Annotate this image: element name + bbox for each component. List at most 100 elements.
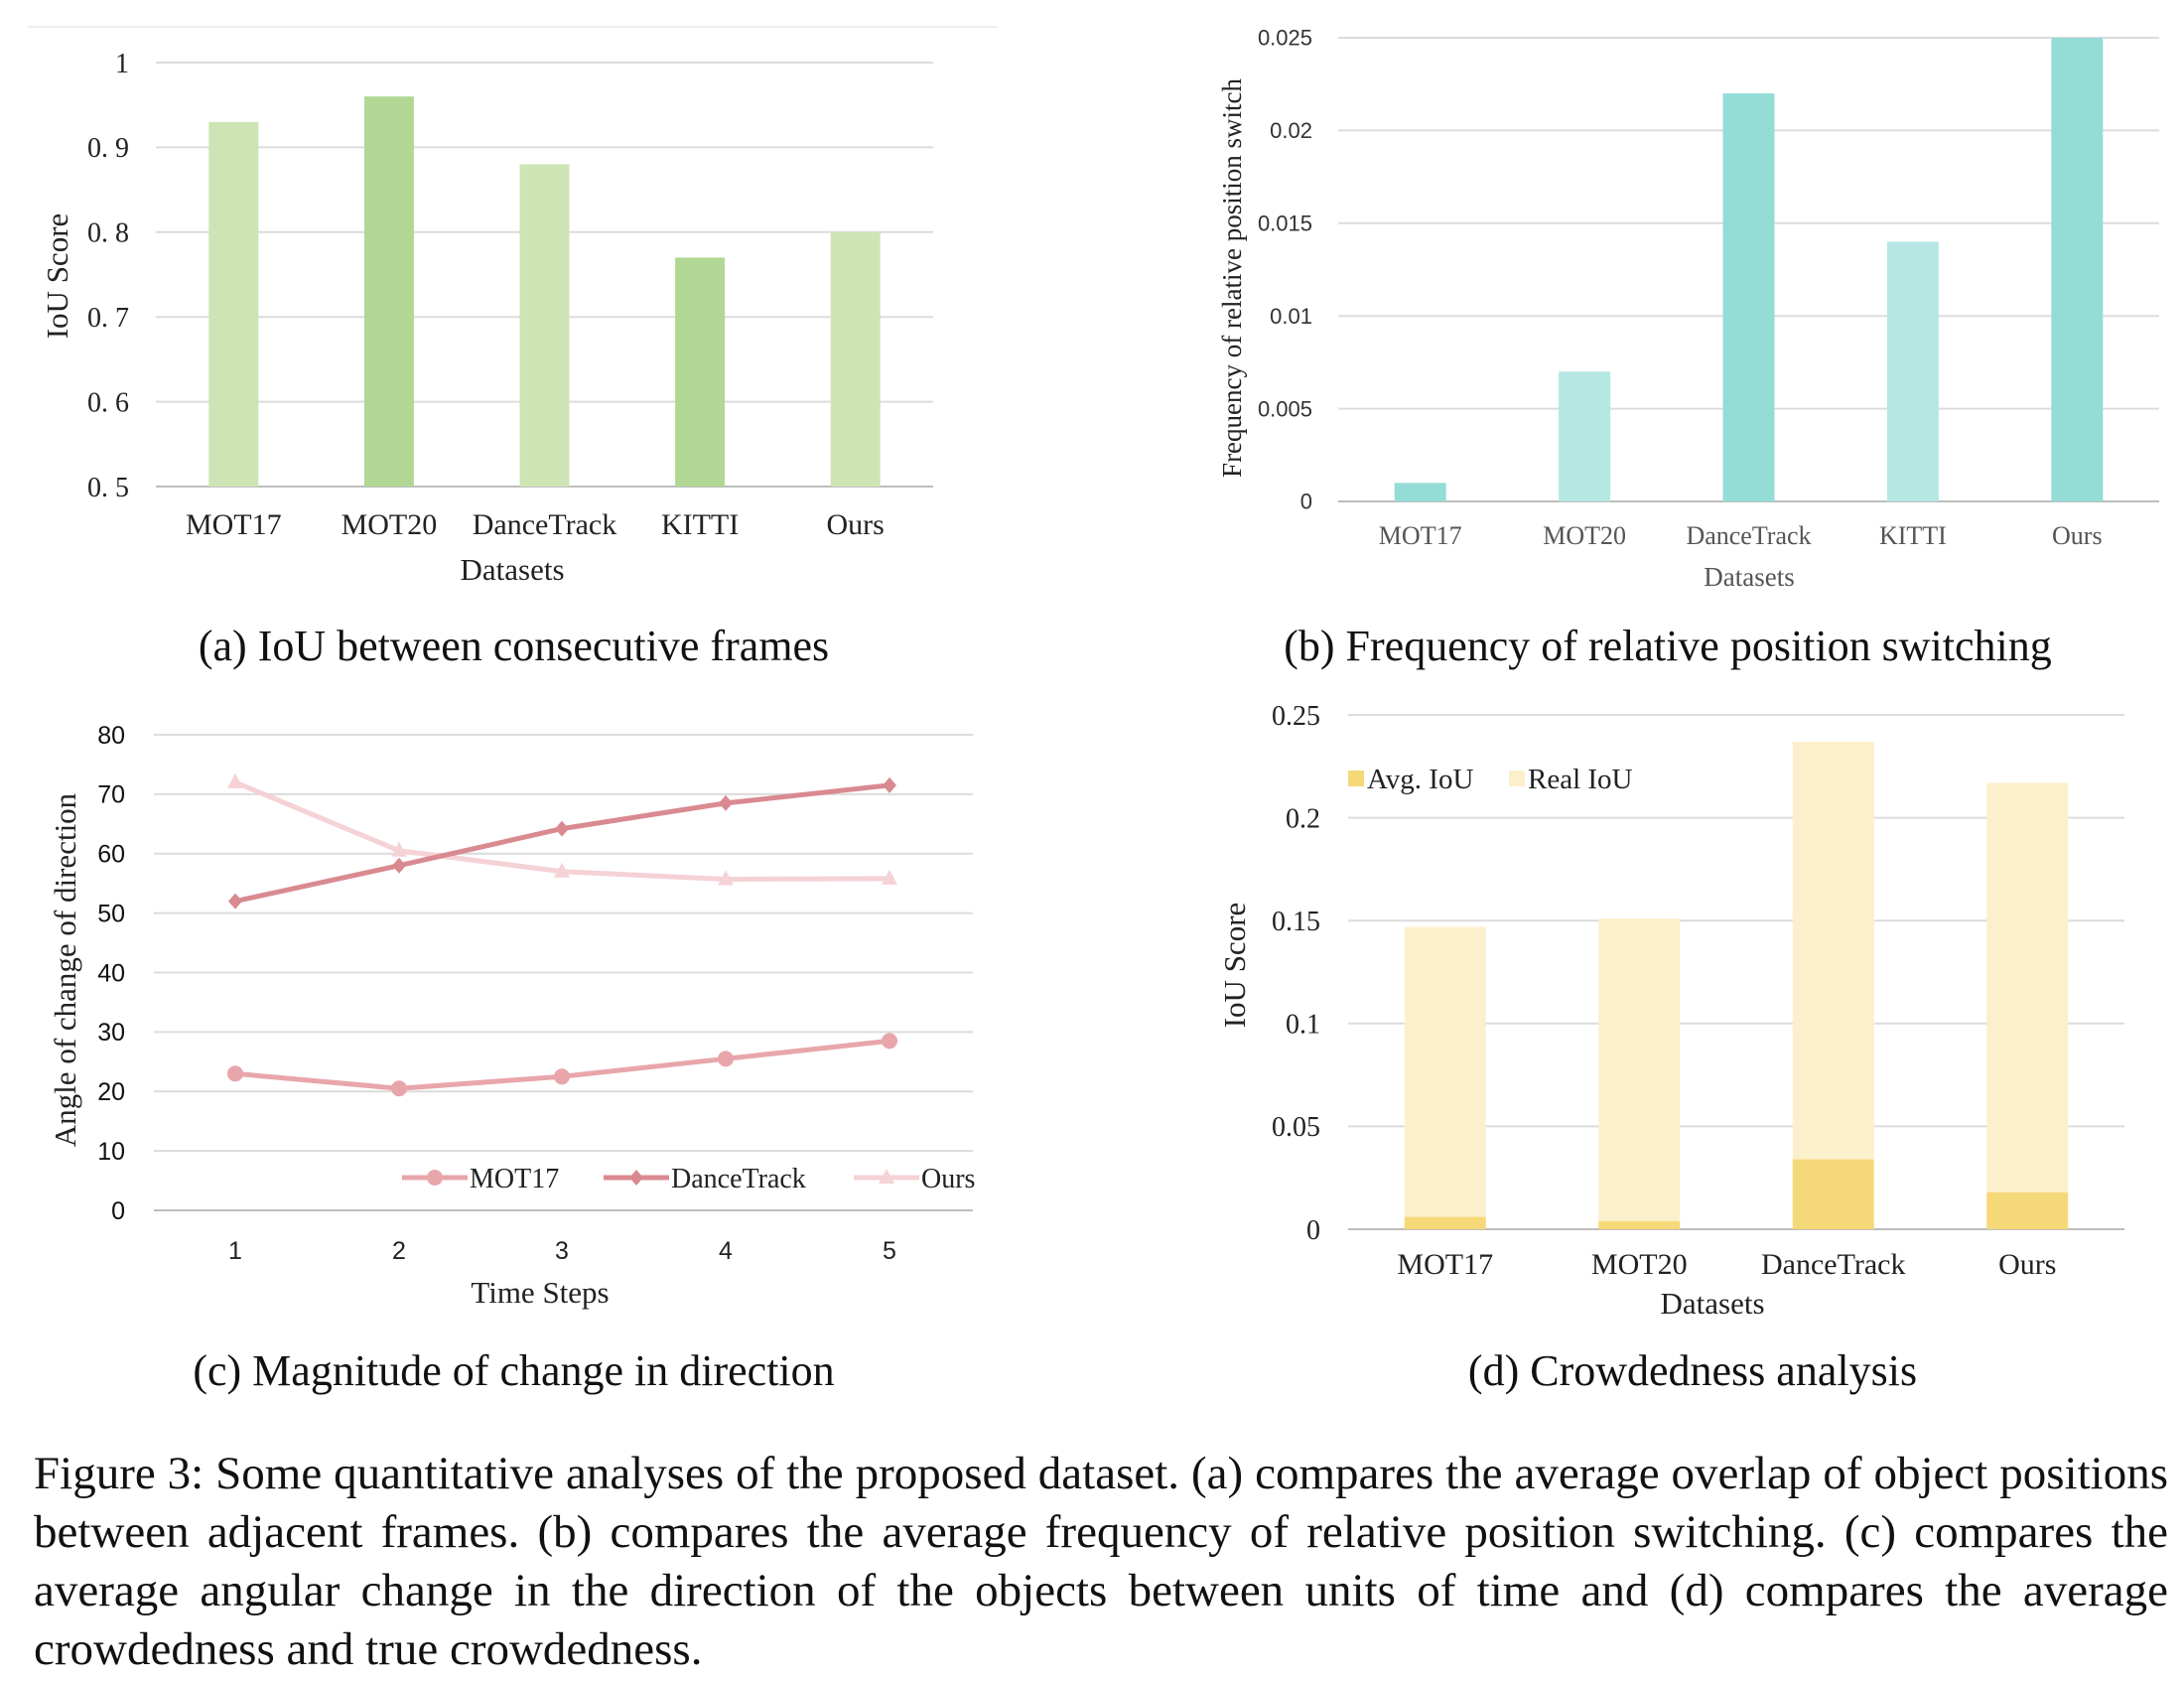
c-ytick-label: 0 — [111, 1197, 125, 1225]
c-ytick-label: 70 — [97, 781, 125, 809]
c-ytick-label: 80 — [97, 722, 125, 750]
legend-marker — [879, 1169, 894, 1184]
b-ytick-label: 0.01 — [1270, 304, 1312, 329]
figure-caption: Figure 3: Some quantitative analyses of … — [34, 1448, 2168, 1675]
legend-swatch — [1509, 771, 1525, 786]
c-ytick-label: 60 — [97, 841, 125, 869]
chart-a-xtick-label: Ours — [827, 508, 885, 541]
legend-label: Ours — [921, 1164, 975, 1194]
chart-a-bar — [208, 121, 259, 487]
d-ytick-label: 0.2 — [1286, 803, 1320, 834]
chart-d-bar-real-iou — [1404, 926, 1486, 1217]
chart-d: 0 0.05 0.1 0.15 0.2 0.25 MOT17 MOT20 DanceTrack… — [1217, 701, 2124, 1321]
chart-d-bar-avg-iou — [1986, 1191, 2069, 1229]
d-ytick-label: 0.1 — [1286, 1010, 1320, 1041]
chart-c-point — [882, 1033, 897, 1050]
chart-d-bar-avg-iou — [1792, 1159, 1874, 1229]
caption-a: (a) IoU between consecutive frames — [198, 622, 830, 670]
chart-d-xtick-label: MOT20 — [1591, 1248, 1688, 1281]
chart-c-xlabel: Time Steps — [471, 1275, 609, 1310]
chart-a-xtick-label: MOT20 — [341, 508, 438, 541]
a-ytick-label: 0. 7 — [87, 303, 129, 334]
chart-a: 0. 5 0. 6 0. 7 0. 8 0. 9 1 MOT17 MOT20 DanceTra… — [28, 26, 998, 587]
chart-b-xtick-label: KITTI — [1879, 521, 1947, 550]
chart-a-xtick-label: DanceTrack — [473, 508, 617, 541]
chart-d-xtick-label: DanceTrack — [1761, 1248, 1906, 1281]
chart-b-xlabel: Datasets — [1704, 562, 1794, 592]
legend-label: Real IoU — [1528, 764, 1633, 795]
d-ytick-label: 0.05 — [1272, 1112, 1320, 1143]
chart-c-point — [883, 776, 896, 793]
legend-marker — [629, 1170, 643, 1186]
chart-c-point — [718, 1051, 734, 1067]
chart-b-ylabel: Frequency of relative position switch — [1217, 78, 1247, 478]
chart-d-bar-real-iou — [1598, 918, 1681, 1221]
chart-d-bar-real-iou — [1792, 741, 1874, 1160]
d-ytick-label: 0.25 — [1272, 701, 1320, 732]
c-ytick-label: 20 — [97, 1078, 125, 1106]
chart-a-xtick-label: MOT17 — [186, 508, 282, 541]
chart-c: 0 10 20 30 40 50 60 70 80 1 2 3 4 5 MOT17 DanceTrack O… — [48, 722, 975, 1310]
a-ytick-label: 0. 8 — [87, 218, 129, 249]
chart-c-point — [555, 820, 569, 837]
chart-b-xtick-label: MOT17 — [1379, 521, 1462, 550]
a-ytick-label: 0. 5 — [87, 473, 129, 503]
chart-b-xtick-label: Ours — [2052, 521, 2103, 550]
chart-b-bar — [1722, 93, 1775, 501]
caption-d: (d) Crowdedness analysis — [1467, 1346, 1918, 1395]
chart-c-point — [719, 794, 733, 811]
chart-c-xtick-label: 5 — [883, 1237, 896, 1265]
chart-c-xtick-label: 4 — [719, 1237, 733, 1265]
chart-c-point — [554, 862, 570, 878]
chart-c-ylabel: Angle of change of direction — [48, 792, 82, 1147]
chart-b-bar — [1886, 241, 1939, 502]
chart-c-line-dancetrack — [234, 782, 890, 905]
chart-a-xlabel: Datasets — [460, 552, 564, 587]
chart-a-bar — [519, 164, 570, 488]
chart-b: 0 0.005 0.01 0.015 0.02 0.025 MOT17 MOT20 Dance… — [1217, 26, 2159, 592]
b-ytick-label: 0.025 — [1258, 26, 1312, 51]
chart-d-xtick-label: MOT17 — [1397, 1248, 1493, 1281]
d-ytick-label: 0.15 — [1272, 907, 1320, 937]
caption-c: (c) Magnitude of change in direction — [193, 1346, 835, 1395]
chart-c-xtick-label: 2 — [392, 1237, 406, 1265]
chart-c-point — [227, 772, 243, 788]
a-ytick-label: 1 — [115, 49, 129, 79]
caption-b: (b) Frequency of relative position switc… — [1284, 622, 2052, 670]
chart-c-point — [392, 857, 406, 874]
chart-a-bar — [675, 257, 726, 487]
chart-b-xtick-label: MOT20 — [1543, 521, 1626, 550]
c-ytick-label: 30 — [97, 1019, 125, 1047]
chart-b-bar — [1559, 371, 1611, 501]
legend-label: DanceTrack — [671, 1164, 806, 1194]
c-ytick-label: 10 — [97, 1138, 125, 1166]
chart-c-xtick-label: 1 — [228, 1237, 242, 1265]
chart-c-point — [882, 869, 897, 885]
chart-d-bar-avg-iou — [1404, 1216, 1486, 1229]
a-ytick-label: 0. 6 — [87, 387, 129, 418]
chart-c-point — [391, 841, 407, 857]
chart-c-point — [554, 1068, 570, 1085]
chart-a-ylabel: IoU Score — [40, 213, 74, 340]
chart-a-bar — [363, 96, 414, 487]
chart-c-point — [227, 1065, 243, 1082]
legend-label: Avg. IoU — [1367, 764, 1473, 795]
chart-a-xtick-label: KITTI — [661, 508, 739, 541]
legend-swatch — [1348, 771, 1364, 786]
b-ytick-label: 0.02 — [1270, 118, 1312, 143]
legend-marker — [427, 1170, 443, 1186]
legend-label: MOT17 — [470, 1164, 559, 1194]
chart-d-bar-real-iou — [1986, 782, 2069, 1192]
chart-d-xlabel: Datasets — [1660, 1286, 1764, 1321]
chart-b-xtick-label: DanceTrack — [1686, 521, 1811, 550]
chart-b-bar — [1394, 483, 1446, 501]
c-ytick-label: 50 — [97, 900, 125, 927]
chart-d-bar-avg-iou — [1598, 1220, 1681, 1229]
c-ytick-label: 40 — [97, 959, 125, 987]
chart-d-xtick-label: Ours — [1998, 1248, 2056, 1281]
chart-d-ylabel: IoU Score — [1217, 903, 1252, 1029]
d-ytick-label: 0 — [1306, 1215, 1320, 1246]
b-ytick-label: 0.015 — [1258, 211, 1312, 236]
chart-a-bar — [830, 231, 881, 488]
chart-c-point — [391, 1080, 407, 1097]
